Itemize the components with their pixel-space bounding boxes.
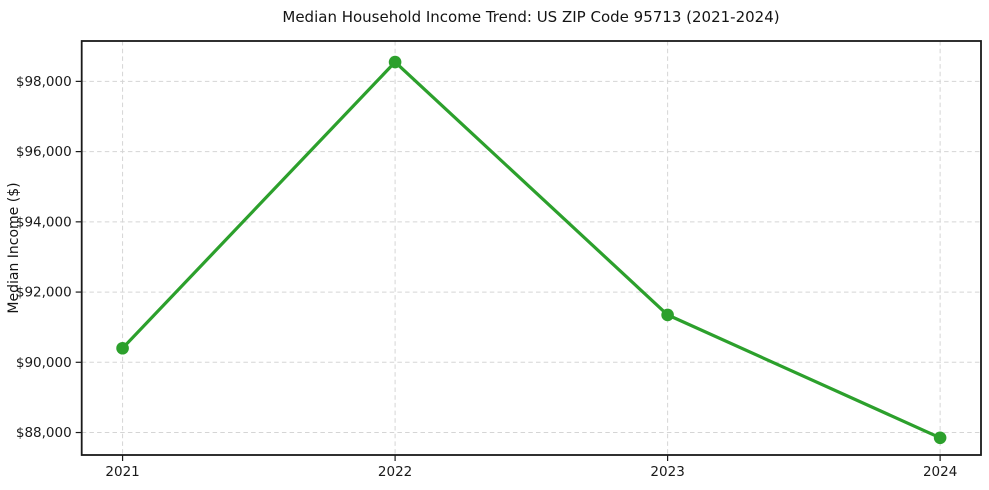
data-point-marker	[661, 308, 674, 322]
y-tick-label: $98,000	[16, 74, 72, 90]
plot-border	[80, 40, 982, 456]
trend-line	[120, 60, 942, 440]
y-tick-label: $88,000	[16, 425, 72, 441]
y-axis-label: Median Income ($)	[6, 182, 22, 314]
y-tick-label: $94,000	[16, 214, 72, 230]
y-tick-label: $92,000	[16, 285, 72, 301]
x-tick-label: 2024	[923, 464, 957, 480]
chart-title: Median Household Income Trend: US ZIP Co…	[282, 8, 780, 26]
data-point-marker	[116, 341, 129, 355]
data-point-marker	[933, 431, 947, 445]
x-tick-label: 2021	[105, 464, 139, 480]
x-tick-label: 2022	[378, 464, 412, 480]
y-tick-label: $90,000	[16, 355, 72, 371]
y-tick-label: $96,000	[16, 144, 72, 160]
data-point-marker	[388, 55, 402, 69]
x-tick-label: 2023	[650, 464, 684, 480]
